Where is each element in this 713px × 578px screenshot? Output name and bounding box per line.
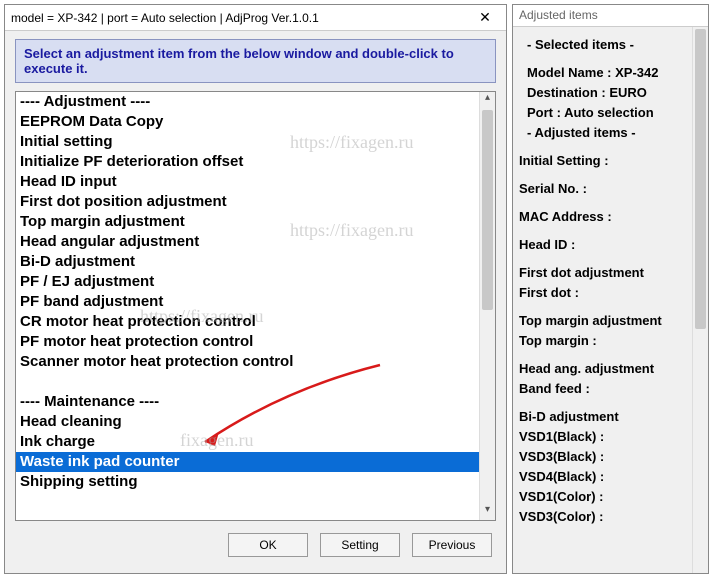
side-panel-row: - Adjusted items -: [519, 123, 702, 143]
scroll-down-icon[interactable]: ▾: [480, 504, 495, 520]
list-item[interactable]: PF band adjustment: [16, 292, 479, 312]
list-item[interactable]: Top margin adjustment: [16, 212, 479, 232]
side-panel-row: Destination : EURO: [519, 83, 702, 103]
ok-button[interactable]: OK: [228, 533, 308, 557]
side-panel-row: Head ang. adjustment: [519, 359, 702, 379]
list-item[interactable]: Shipping setting: [16, 472, 479, 492]
side-scrollbar-thumb[interactable]: [695, 29, 706, 329]
list-item[interactable]: Head ID input: [16, 172, 479, 192]
list-item[interactable]: Ink charge: [16, 432, 479, 452]
side-panel-row: VSD1(Color) :: [519, 487, 702, 507]
list-item[interactable]: ---- Maintenance ----: [16, 392, 479, 412]
list-item[interactable]: Waste ink pad counter: [16, 452, 479, 472]
side-panel-row: MAC Address :: [519, 207, 702, 227]
side-panel: Adjusted items - Selected items - Model …: [512, 4, 709, 574]
side-panel-content: - Selected items - Model Name : XP-342De…: [513, 27, 708, 573]
side-panel-row: [519, 171, 702, 179]
scrollbar-thumb[interactable]: [482, 110, 493, 310]
list-item[interactable]: Head cleaning: [16, 412, 479, 432]
side-panel-row: [519, 227, 702, 235]
list-item[interactable]: PF motor heat protection control: [16, 332, 479, 352]
previous-button[interactable]: Previous: [412, 533, 492, 557]
side-panel-row: [519, 255, 702, 263]
list-item[interactable]: Head angular adjustment: [16, 232, 479, 252]
side-panel-row: - Selected items -: [519, 35, 702, 55]
side-panel-title: Adjusted items: [513, 5, 708, 27]
list-item[interactable]: Initialize PF deterioration offset: [16, 152, 479, 172]
side-panel-row: [519, 55, 702, 63]
main-window: model = XP-342 | port = Auto selection |…: [4, 4, 507, 574]
button-row: OK Setting Previous: [5, 525, 506, 565]
list-item[interactable]: CR motor heat protection control: [16, 312, 479, 332]
titlebar: model = XP-342 | port = Auto selection |…: [5, 5, 506, 31]
side-panel-row: Band feed :: [519, 379, 702, 399]
instruction-text: Select an adjustment item from the below…: [15, 39, 496, 83]
side-scrollbar[interactable]: [692, 27, 708, 573]
side-panel-row: VSD1(Black) :: [519, 427, 702, 447]
list-item[interactable]: ---- Adjustment ----: [16, 92, 479, 112]
side-panel-row: [519, 143, 702, 151]
side-panel-row: First dot :: [519, 283, 702, 303]
side-panel-row: Top margin adjustment: [519, 311, 702, 331]
list-item[interactable]: Scanner motor heat protection control: [16, 352, 479, 372]
list-item[interactable]: First dot position adjustment: [16, 192, 479, 212]
side-panel-row: Port : Auto selection: [519, 103, 702, 123]
side-panel-row: VSD3(Color) :: [519, 507, 702, 527]
side-panel-row: [519, 303, 702, 311]
side-panel-row: Serial No. :: [519, 179, 702, 199]
list-item[interactable]: [16, 372, 479, 392]
list-item[interactable]: PF / EJ adjustment: [16, 272, 479, 292]
side-panel-row: Initial Setting :: [519, 151, 702, 171]
close-icon[interactable]: ✕: [470, 8, 500, 28]
side-panel-row: Model Name : XP-342: [519, 63, 702, 83]
side-panel-row: Top margin :: [519, 331, 702, 351]
adjustment-listbox: ---- Adjustment ----EEPROM Data CopyInit…: [15, 91, 496, 521]
scroll-up-icon[interactable]: ▴: [480, 92, 495, 108]
window-title: model = XP-342 | port = Auto selection |…: [11, 11, 470, 25]
listbox-scrollbar[interactable]: ▴ ▾: [479, 92, 495, 520]
side-panel-row: Bi-D adjustment: [519, 407, 702, 427]
list-item[interactable]: EEPROM Data Copy: [16, 112, 479, 132]
side-panel-row: VSD3(Black) :: [519, 447, 702, 467]
listbox-items[interactable]: ---- Adjustment ----EEPROM Data CopyInit…: [16, 92, 479, 520]
list-item[interactable]: Bi-D adjustment: [16, 252, 479, 272]
side-panel-row: Head ID :: [519, 235, 702, 255]
list-item[interactable]: Initial setting: [16, 132, 479, 152]
setting-button[interactable]: Setting: [320, 533, 400, 557]
side-panel-row: [519, 199, 702, 207]
side-panel-row: [519, 399, 702, 407]
side-panel-row: First dot adjustment: [519, 263, 702, 283]
side-panel-row: VSD4(Black) :: [519, 467, 702, 487]
side-panel-row: [519, 351, 702, 359]
